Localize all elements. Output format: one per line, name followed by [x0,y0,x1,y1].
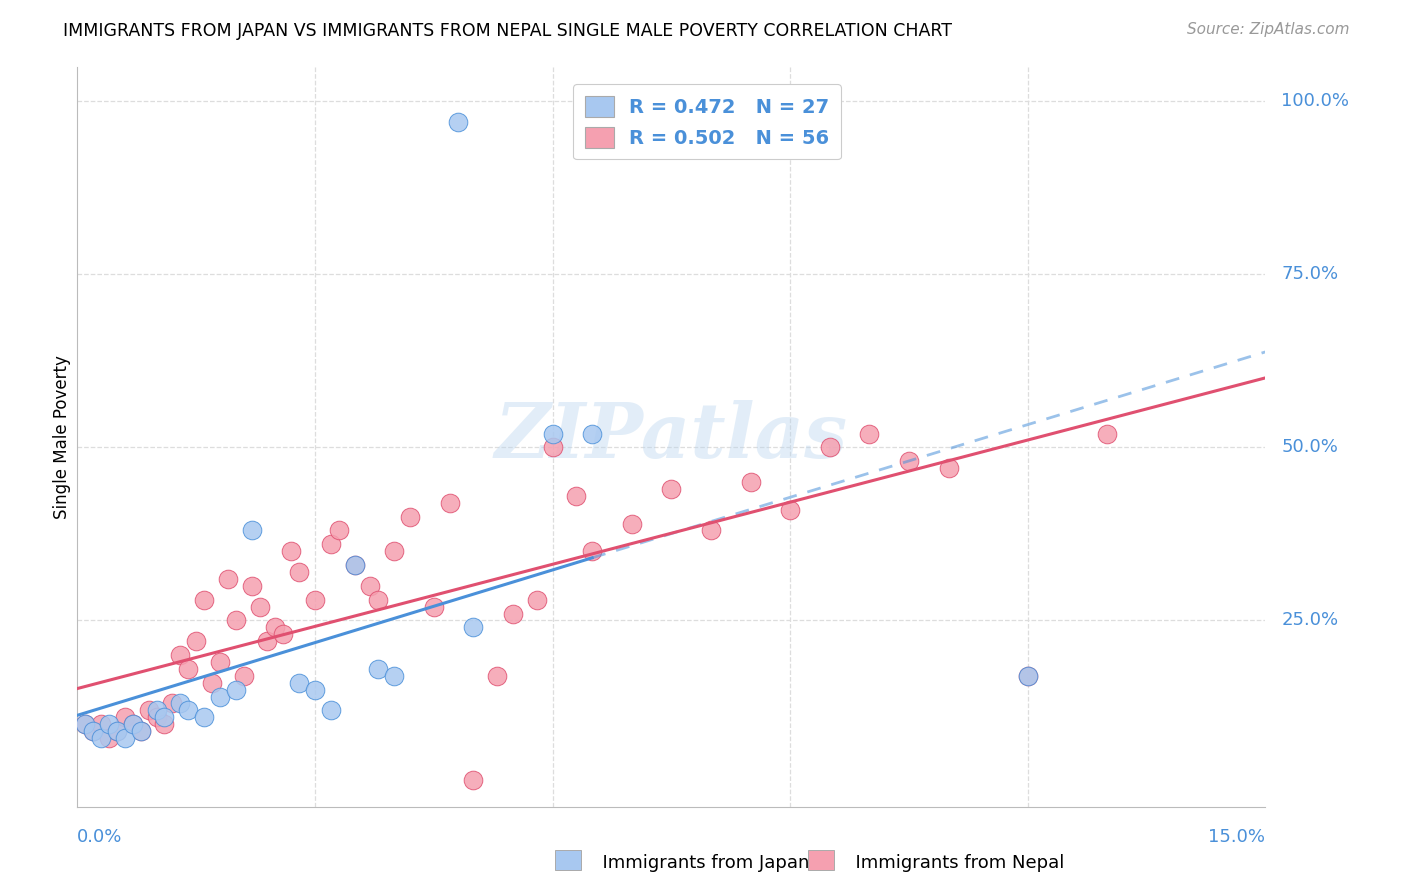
Point [121,717,143,731]
Text: IMMIGRANTS FROM JAPAN VS IMMIGRANTS FROM NEPAL SINGLE MALE POVERTY CORRELATION C: IMMIGRANTS FROM JAPAN VS IMMIGRANTS FROM… [63,22,952,40]
Point [75,717,97,731]
Point [439,496,461,510]
Point [82,724,104,739]
Point [153,717,176,731]
Text: Immigrants from Japan: Immigrants from Japan [591,855,808,872]
Point [898,454,921,468]
Point [129,724,152,739]
Point [98,731,121,745]
Point [193,710,215,724]
Point [82,724,104,739]
Point [288,565,311,579]
Point [271,627,294,641]
Point [581,426,603,441]
Point [502,607,524,621]
Point [1095,426,1118,441]
Point [121,717,143,731]
Point [240,524,263,538]
Text: Immigrants from Nepal: Immigrants from Nepal [844,855,1064,872]
Text: 75.0%: 75.0% [1281,266,1339,284]
Point [304,682,326,697]
Text: Source: ZipAtlas.com: Source: ZipAtlas.com [1187,22,1350,37]
Point [367,592,389,607]
Point [328,524,350,538]
Point [938,461,960,475]
Point [169,648,191,662]
Point [240,579,263,593]
Point [177,662,200,676]
Point [661,482,683,496]
Point [343,558,366,573]
Point [382,544,405,558]
Point [818,441,841,455]
Text: 15.0%: 15.0% [1208,828,1265,846]
Point [319,537,342,551]
Point [541,426,564,441]
Point [256,634,278,648]
Point [193,592,215,607]
Text: Single Male Poverty: Single Male Poverty [53,355,72,519]
Text: 100.0%: 100.0% [1281,93,1350,111]
Point [145,703,167,717]
Text: ZIPatlas: ZIPatlas [495,401,848,474]
Point [114,731,136,745]
Point [288,675,311,690]
Text: 50.0%: 50.0% [1281,439,1339,457]
Point [343,558,366,573]
Point [225,682,247,697]
Point [486,669,509,683]
Point [138,703,160,717]
Point [1017,669,1039,683]
Point [129,724,152,739]
Point [153,710,176,724]
Point [463,620,485,634]
Point [367,662,389,676]
Point [217,572,239,586]
Point [90,731,112,745]
Text: 25.0%: 25.0% [1281,611,1339,630]
Point [105,724,128,739]
Text: 0.0%: 0.0% [77,828,122,846]
Point [208,690,231,704]
Point [319,703,342,717]
Point [75,717,97,731]
Point [565,489,588,503]
Point [162,697,184,711]
Point [1017,669,1039,683]
Point [740,475,762,489]
Point [280,544,302,558]
Point [526,592,548,607]
Point [145,710,167,724]
Point [700,524,723,538]
Point [169,697,191,711]
Point [463,772,485,787]
Point [359,579,381,593]
Point [105,724,128,739]
Point [382,669,405,683]
Point [114,710,136,724]
Point [620,516,643,531]
Point [232,669,254,683]
Point [208,655,231,669]
Point [90,717,112,731]
Point [177,703,200,717]
Point [399,509,422,524]
Point [304,592,326,607]
Point [581,544,603,558]
Point [186,634,208,648]
Point [858,426,880,441]
Point [541,441,564,455]
Point [446,115,468,129]
Point [264,620,287,634]
Point [225,614,247,628]
Point [779,502,801,516]
Point [201,675,224,690]
Point [98,717,121,731]
Point [423,599,446,614]
Point [249,599,271,614]
Legend: R = 0.472   N = 27, R = 0.502   N = 56: R = 0.472 N = 27, R = 0.502 N = 56 [572,84,841,160]
